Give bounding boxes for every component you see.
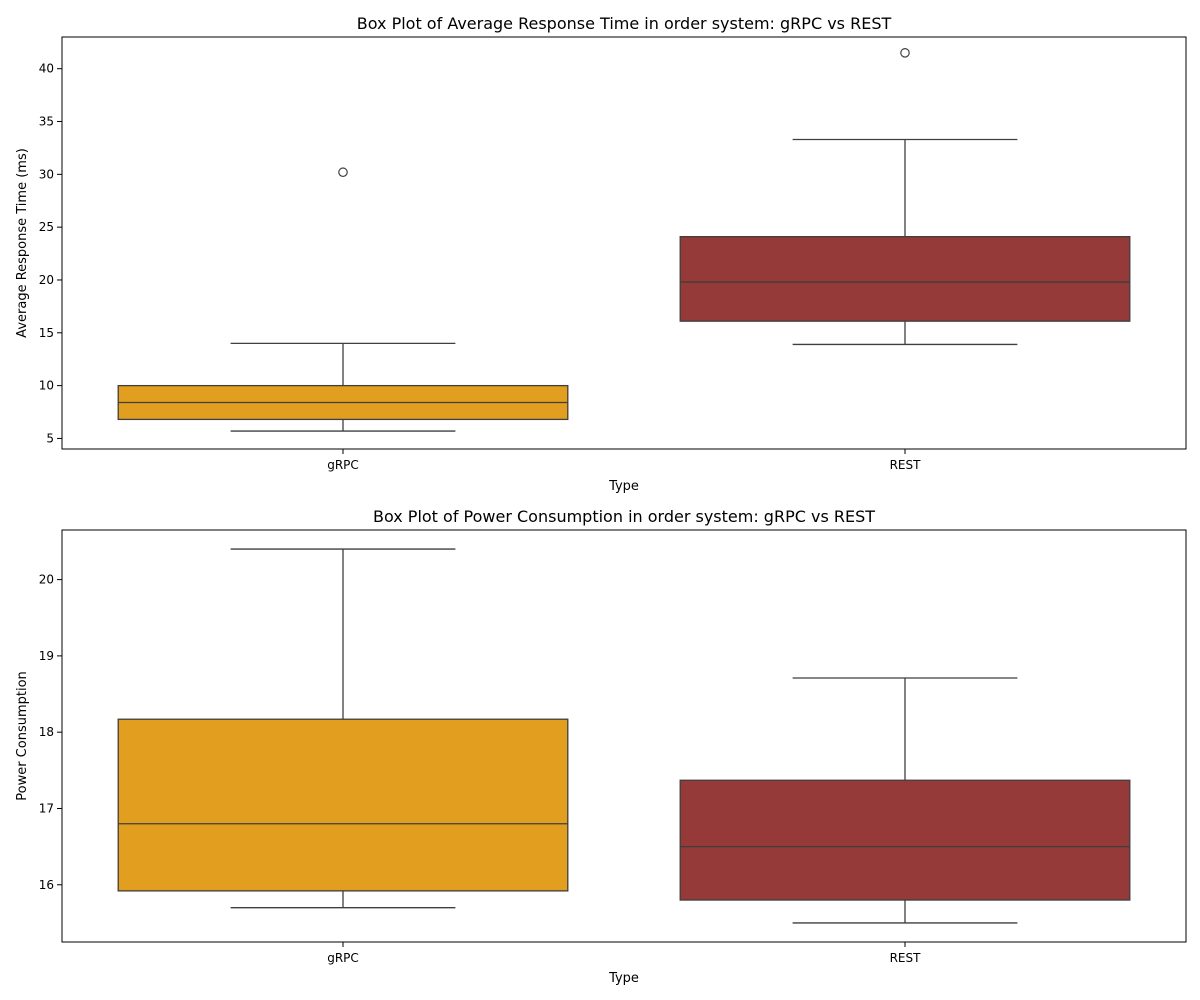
- box-rest: [679, 779, 1131, 901]
- x-tick-label: REST: [890, 458, 922, 472]
- y-tick-label: 20: [39, 273, 54, 287]
- plot-area: 16 17 18 19 20 gRPC REST: [39, 548, 1131, 965]
- y-tick-label: 40: [39, 62, 54, 76]
- x-tick-label: gRPC: [327, 951, 359, 965]
- plot-frame: [61, 529, 1187, 943]
- y-tick-label: 10: [39, 379, 54, 393]
- x-tick-label: REST: [890, 951, 922, 965]
- response-time-chart: Box Plot of Average Response Time in ord…: [15, 14, 1187, 494]
- y-tick-label: 25: [39, 220, 54, 234]
- y-axis-label: Power Consumption: [15, 671, 30, 801]
- chart-title: Box Plot of Power Consumption in order s…: [373, 507, 875, 526]
- box-grpc: [117, 718, 569, 892]
- y-tick-label: 19: [39, 649, 54, 663]
- y-tick-label: 15: [39, 326, 54, 340]
- outlier-point: [900, 48, 910, 58]
- box-rest: [679, 236, 1131, 322]
- y-tick-label: 16: [39, 878, 54, 892]
- y-axis-label: Average Response Time (ms): [15, 148, 30, 338]
- y-tick-label: 35: [39, 115, 54, 129]
- chart-title: Box Plot of Average Response Time in ord…: [357, 14, 892, 33]
- x-axis-label: Type: [608, 479, 639, 494]
- y-tick-label: 17: [39, 801, 54, 815]
- x-tick-label: gRPC: [327, 458, 359, 472]
- y-tick-label: 30: [39, 167, 54, 181]
- outlier-point: [338, 167, 348, 178]
- y-tick-label: 20: [39, 573, 54, 587]
- y-tick-label: 5: [46, 431, 54, 445]
- power-consumption-chart: Box Plot of Power Consumption in order s…: [15, 507, 1187, 986]
- x-axis-label: Type: [608, 971, 639, 986]
- plot-area: 5 10 15 20 25 30 35 40 gRPC REST: [39, 48, 1131, 472]
- y-tick-label: 18: [39, 725, 54, 739]
- plot-frame: [61, 36, 1187, 450]
